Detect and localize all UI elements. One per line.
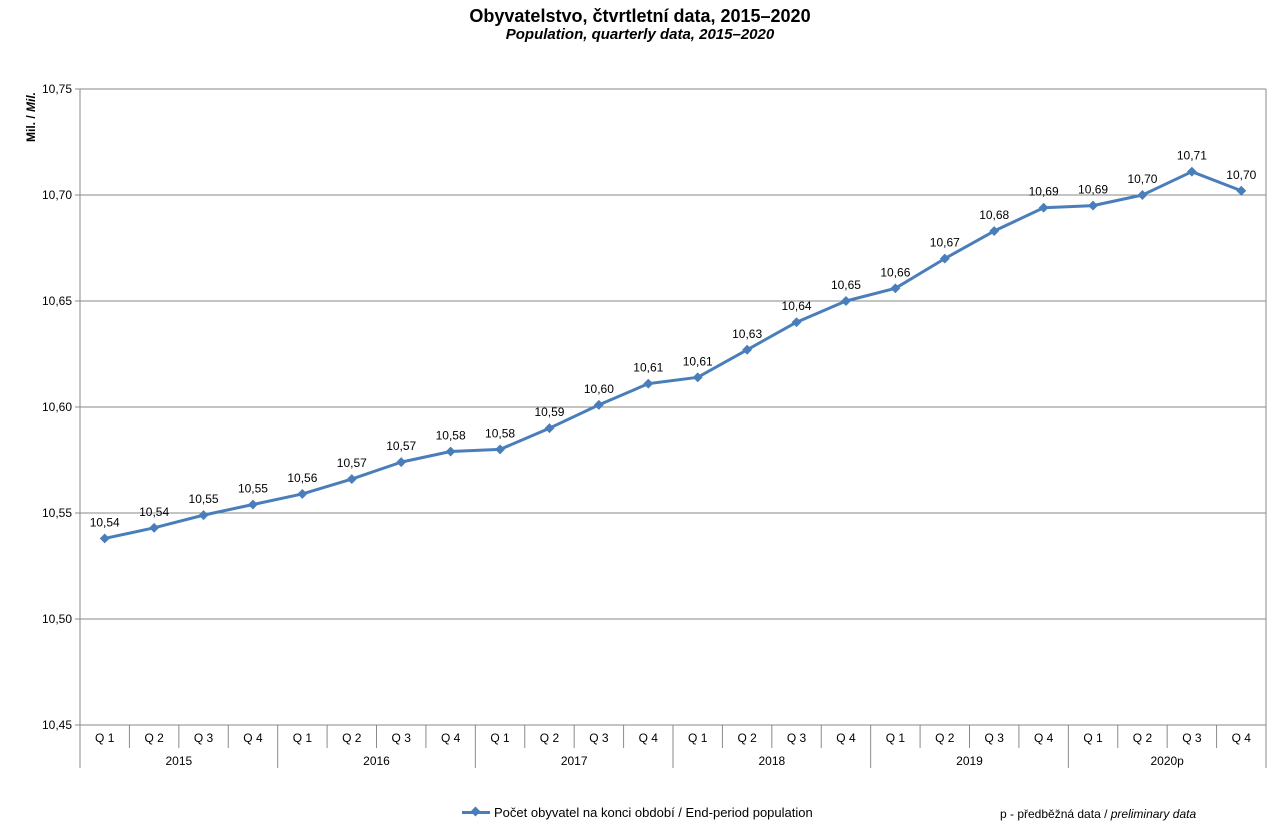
data-label: 10,71 (1177, 149, 1207, 163)
data-point (445, 446, 456, 457)
data-point (939, 253, 950, 264)
x-year-label: 2018 (758, 754, 785, 768)
data-point (742, 344, 753, 355)
data-point (396, 457, 407, 468)
data-point (1088, 200, 1098, 211)
data-label: 10,63 (732, 327, 762, 341)
data-label: 10,69 (1078, 183, 1108, 197)
data-label: 10,70 (1226, 168, 1256, 182)
data-label: 10,57 (337, 456, 367, 470)
data-point (841, 296, 851, 306)
y-tick-label: 10,75 (42, 82, 72, 96)
data-point (989, 226, 1000, 236)
data-point (1186, 166, 1197, 177)
data-label: 10,58 (485, 426, 515, 440)
x-tick-label: Q 3 (1182, 731, 1202, 745)
data-label: 10,57 (386, 439, 416, 453)
y-tick-label: 10,45 (42, 718, 72, 732)
x-year-label: 2016 (363, 754, 390, 768)
y-tick-label: 10,70 (42, 188, 72, 202)
data-point (692, 372, 703, 383)
data-point (1038, 202, 1049, 213)
x-tick-label: Q 1 (1083, 731, 1103, 745)
preliminary-note: p - předběžná data / preliminary data (1000, 807, 1197, 821)
x-tick-label: Q 4 (639, 731, 659, 745)
x-year-label: 2020p (1150, 754, 1184, 768)
data-label: 10,68 (979, 208, 1009, 222)
x-tick-label: Q 2 (342, 731, 362, 745)
x-tick-label: Q 1 (490, 731, 510, 745)
series-line (104, 170, 1242, 540)
x-year-label: 2015 (165, 754, 192, 768)
data-point (890, 283, 901, 294)
data-point (297, 488, 308, 499)
chart-title: Obyvatelstvo, čtvrtletní data, 2015–2020 (469, 6, 811, 26)
data-point (1137, 190, 1148, 200)
data-point (643, 378, 654, 389)
data-point (1236, 185, 1247, 196)
data-point (495, 444, 505, 455)
x-tick-label: Q 3 (392, 731, 412, 745)
data-label: 10,67 (930, 236, 960, 250)
y-tick-label: 10,50 (42, 612, 72, 626)
x-tick-label: Q 3 (589, 731, 609, 745)
y-axis-label: Mil. / Mil. (24, 92, 38, 142)
data-label: 10,70 (1127, 172, 1157, 186)
data-label: 10,54 (139, 505, 169, 519)
x-tick-label: Q 2 (935, 731, 955, 745)
data-point (791, 317, 802, 328)
data-point (99, 533, 110, 544)
data-point (593, 399, 604, 410)
legend-marker (462, 811, 490, 814)
x-tick-label: Q 4 (243, 731, 263, 745)
data-point (198, 510, 209, 521)
x-tick-label: Q 1 (886, 731, 906, 745)
x-tick-label: Q 2 (540, 731, 560, 745)
data-point (346, 474, 357, 485)
chart-subtitle: Population, quarterly data, 2015–2020 (505, 26, 775, 43)
data-point (149, 522, 160, 533)
y-tick-label: 10,65 (42, 294, 72, 308)
x-tick-label: Q 3 (194, 731, 214, 745)
x-tick-label: Q 4 (1232, 731, 1252, 745)
data-point (248, 499, 258, 510)
y-tick-label: 10,60 (42, 400, 72, 414)
x-tick-label: Q 4 (1034, 731, 1054, 745)
x-tick-label: Q 2 (1133, 731, 1153, 745)
data-label: 10,64 (782, 299, 812, 313)
data-label: 10,58 (436, 429, 466, 443)
legend: Počet obyvatel na konci období / End-per… (462, 805, 813, 820)
y-tick-label: 10,55 (42, 506, 72, 520)
x-tick-label: Q 4 (836, 731, 856, 745)
data-label: 10,61 (633, 361, 663, 375)
x-year-label: 2019 (956, 754, 983, 768)
data-label: 10,61 (683, 354, 713, 368)
data-label: 10,56 (287, 471, 317, 485)
x-tick-label: Q 3 (787, 731, 807, 745)
x-tick-label: Q 1 (95, 731, 115, 745)
x-year-label: 2017 (561, 754, 588, 768)
data-label: 10,65 (831, 278, 861, 292)
data-label: 10,69 (1029, 185, 1059, 199)
legend-series-label: Počet obyvatel na konci období / End-per… (494, 805, 813, 820)
x-tick-label: Q 2 (144, 731, 164, 745)
data-label: 10,66 (880, 265, 910, 279)
data-label: 10,55 (189, 492, 219, 506)
data-label: 10,54 (90, 515, 120, 529)
x-tick-label: Q 2 (737, 731, 757, 745)
data-point (544, 423, 555, 434)
x-tick-label: Q 4 (441, 731, 461, 745)
data-label: 10,60 (584, 382, 614, 396)
x-tick-label: Q 3 (985, 731, 1005, 745)
x-tick-label: Q 1 (688, 731, 708, 745)
data-label: 10,59 (534, 405, 564, 419)
data-label: 10,55 (238, 482, 268, 496)
x-tick-label: Q 1 (293, 731, 313, 745)
